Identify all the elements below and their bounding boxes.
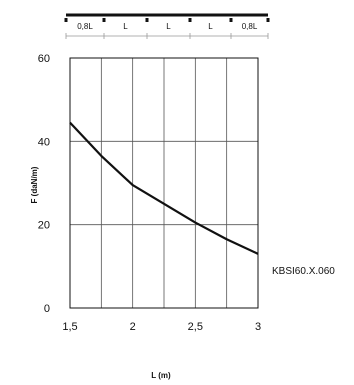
x-tick-label: 2,5 [188,321,203,333]
y-tick-label: 60 [38,53,50,65]
support-marker [266,18,270,22]
span-diagram: 0,8L L L L 0,8L [64,13,270,39]
y-tick-label: 20 [38,220,50,232]
series-label: KBSI60.X.060 [272,266,335,277]
support-marker [145,18,149,22]
x-axis-label: L (m) [151,371,171,380]
span-label: L [123,22,128,31]
span-label: L [166,22,171,31]
support-marker [64,18,68,22]
support-marker [188,18,192,22]
series-line [69,121,259,255]
span-label: 0,8L [77,22,93,31]
y-axis-ticks: 0 20 40 60 [38,53,50,315]
x-tick-label: 2 [130,321,136,333]
series-group: KBSI60.X.060 [69,121,335,277]
x-tick-label: 3 [255,321,261,333]
x-axis-ticks: 1,5 2 2,5 3 [62,321,261,333]
y-tick-label: 0 [44,303,50,315]
support-marker [102,18,106,22]
plot-frame [69,57,259,309]
y-axis-label: F (daN/m) [30,166,39,203]
span-label: L [208,22,213,31]
y-tick-label: 40 [38,136,50,148]
grid-lines [69,57,259,309]
span-label: 0,8L [242,22,258,31]
x-tick-label: 1,5 [62,321,77,333]
support-marker [229,18,233,22]
